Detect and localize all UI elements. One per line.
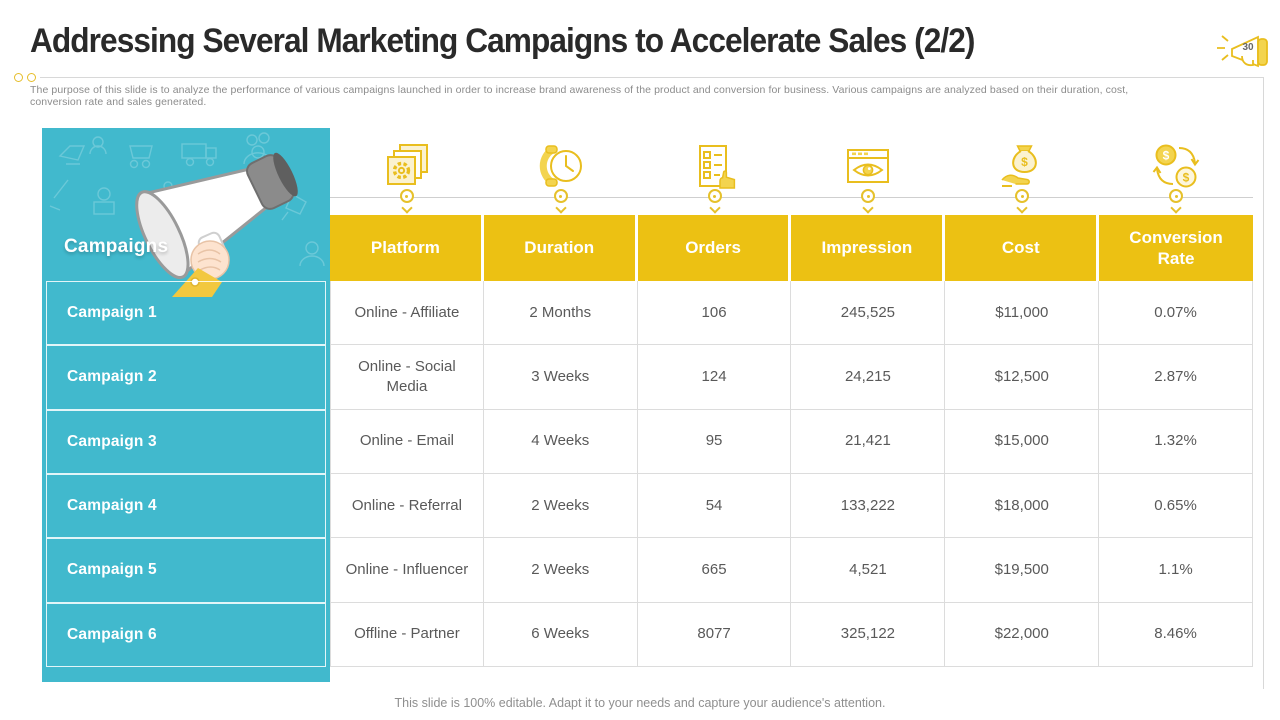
frame-line — [1263, 77, 1264, 689]
campaign-row-label: Campaign 2 — [46, 345, 326, 410]
svg-text:$: $ — [1021, 155, 1028, 169]
pin-marker-icon — [638, 189, 792, 214]
table-cell: 665 — [637, 538, 792, 603]
impression-icon — [847, 149, 890, 183]
cost-icon: $ — [1001, 145, 1038, 187]
pattern-doodles — [49, 132, 325, 267]
pin-marker-icon — [484, 189, 638, 214]
megaphone-badge-icon: 30 — [1212, 26, 1276, 78]
pin-marker-icon — [945, 189, 1099, 214]
column-header-platform: Platform — [330, 215, 484, 281]
campaign-row-label: Campaign 1 — [46, 281, 326, 346]
table-cell: 124 — [637, 345, 792, 410]
orders-icon — [698, 145, 735, 189]
table-cell: 21,421 — [791, 409, 946, 474]
table-cell: Online - Influencer — [330, 538, 484, 603]
table-cell: 54 — [637, 473, 792, 539]
campaign-labels-column: Campaign 1 Campaign 2 Campaign 3 Campaig… — [46, 281, 326, 667]
footer-note: This slide is 100% editable. Adapt it to… — [394, 696, 886, 710]
table-cell: 1.1% — [1099, 538, 1253, 603]
table-cell: 325,122 — [791, 602, 946, 667]
slide-number: 30 — [1242, 42, 1254, 53]
table-cell: Online - Social Media — [330, 345, 484, 410]
table-cell: 6 Weeks — [483, 602, 638, 667]
column-header-orders: Orders — [637, 215, 792, 281]
table-cell: 8077 — [637, 602, 792, 667]
table-cell: 1.32% — [1099, 409, 1253, 474]
svg-text:$: $ — [1183, 171, 1190, 185]
campaigns-heading: Campaigns — [64, 236, 169, 257]
pin-marker-icon — [1099, 189, 1253, 214]
campaign-row-label: Campaign 6 — [46, 602, 326, 667]
table-cell: 8.46% — [1099, 602, 1253, 667]
table-cell: $11,000 — [945, 281, 1100, 346]
campaign-row-label: Campaign 3 — [46, 409, 326, 474]
table-cell: 4 Weeks — [483, 409, 638, 474]
deco-dot — [14, 73, 23, 82]
pin-marker-icon — [791, 189, 945, 214]
deco-dot — [27, 73, 36, 82]
table-cell: 95 — [637, 409, 792, 474]
table-cell: $19,500 — [945, 538, 1100, 603]
slide-description: The purpose of this slide is to analyze … — [30, 84, 1129, 108]
table-cell: $15,000 — [945, 409, 1100, 474]
table-cell: 2 Weeks — [483, 538, 638, 603]
table-cell: 24,215 — [791, 345, 946, 410]
duration-icon — [539, 145, 582, 187]
campaign-row-label: Campaign 4 — [46, 473, 326, 539]
column-header-impression: Impression — [791, 215, 946, 281]
campaign-row-label: Campaign 5 — [46, 538, 326, 603]
table-cell: Offline - Partner — [330, 602, 484, 667]
connector-line — [330, 197, 1253, 198]
table-cell: 2 Months — [483, 281, 638, 346]
conversion-rate-icon: $ $ — [1152, 144, 1200, 188]
table-cell: Online - Affiliate — [330, 281, 484, 346]
table-cell: 2.87% — [1099, 345, 1253, 410]
divider-line — [40, 77, 1264, 78]
table-cell: 0.07% — [1099, 281, 1253, 346]
table-cell: 0.65% — [1099, 473, 1253, 539]
table-cell: $12,500 — [945, 345, 1100, 410]
campaigns-panel: Campaigns — [42, 128, 330, 682]
table-cell: 4,521 — [791, 538, 946, 603]
table-cell: 2 Weeks — [483, 473, 638, 539]
table-cell: 106 — [637, 281, 792, 346]
table-cell: 245,525 — [791, 281, 946, 346]
table-cell: Online - Referral — [330, 473, 484, 539]
page-title: Addressing Several Marketing Campaigns t… — [30, 22, 975, 60]
column-header-conversion-rate: Conversion Rate — [1099, 215, 1253, 281]
table-cell: 133,222 — [791, 473, 946, 539]
svg-text:$: $ — [1163, 149, 1170, 163]
pin-marker-icon — [330, 189, 484, 214]
column-icons-row: $ $ $ — [330, 128, 1253, 192]
table-cell: $18,000 — [945, 473, 1100, 539]
megaphone-illustration — [135, 152, 298, 297]
table-cell: 3 Weeks — [483, 345, 638, 410]
connector-markers — [330, 189, 1253, 214]
campaigns-table: Platform Duration Orders Impression Cost… — [330, 215, 1253, 667]
column-header-duration: Duration — [483, 215, 638, 281]
table-cell: Online - Email — [330, 409, 484, 474]
platform-icon — [386, 144, 428, 185]
column-header-cost: Cost — [945, 215, 1100, 281]
table-cell: $22,000 — [945, 602, 1100, 667]
